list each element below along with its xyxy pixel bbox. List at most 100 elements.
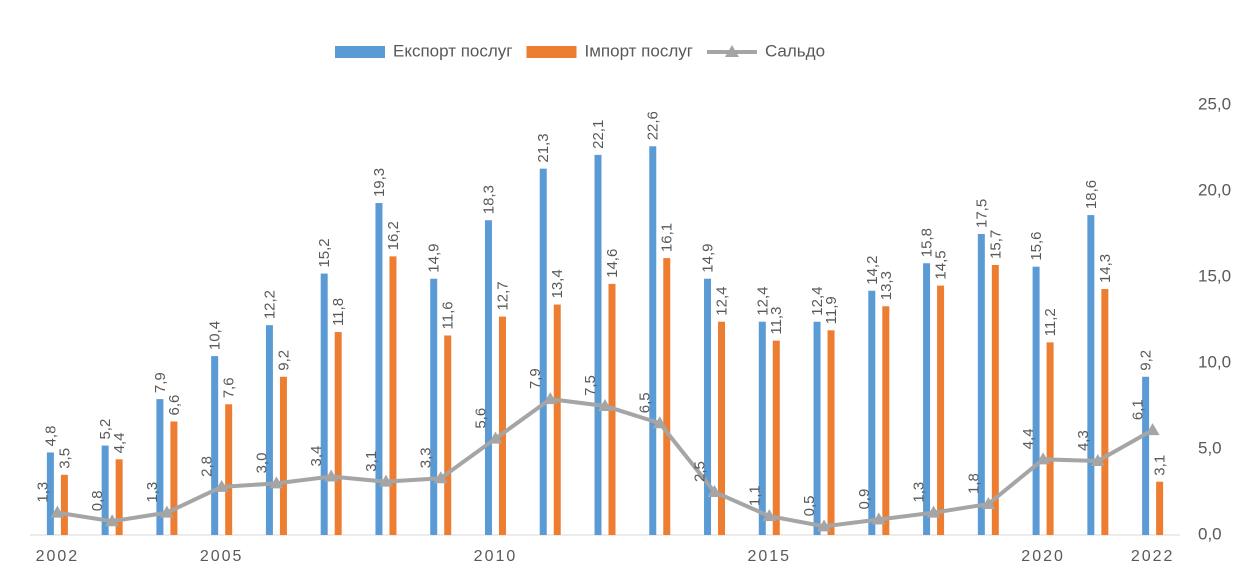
bar [484, 220, 492, 536]
marker [105, 514, 120, 527]
value-label: 12,4 [713, 287, 730, 316]
bar [923, 263, 931, 535]
bar [594, 154, 602, 535]
value-label: 0,8 [89, 490, 106, 511]
value-label: 18,3 [480, 185, 497, 214]
bar [663, 258, 671, 535]
value-label: 13,3 [878, 271, 895, 300]
bar [868, 290, 876, 535]
value-label: 12,2 [261, 290, 278, 319]
value-label: 12,4 [754, 287, 771, 316]
marker [598, 399, 612, 411]
value-label: 11,6 [440, 301, 457, 329]
bar [46, 452, 54, 535]
value-label: 13,4 [549, 269, 566, 298]
value-label: 3,4 [308, 446, 325, 467]
value-label: 3,5 [56, 448, 73, 469]
marker [1090, 454, 1105, 467]
value-label: 21,3 [535, 133, 552, 162]
x-tick-label: 2022 [1131, 548, 1175, 565]
legend: Експорт послуг Імпорт послуг Сальдо [335, 41, 825, 60]
marker [324, 469, 339, 482]
marker [433, 471, 448, 484]
value-label: 4,3 [1075, 430, 1092, 451]
bar [265, 325, 273, 535]
marker [1145, 423, 1160, 436]
value-label: 14,3 [1097, 254, 1114, 283]
bar [813, 321, 821, 535]
value-label: 7,6 [221, 377, 238, 398]
bar [334, 332, 342, 535]
bar [279, 376, 287, 535]
bar [553, 304, 561, 535]
bar [827, 330, 835, 535]
bar [60, 474, 68, 535]
y-tick-label: 20,0 [1198, 180, 1231, 199]
value-label: 15,2 [316, 238, 333, 267]
bar [977, 234, 985, 535]
x-tick-label: 2010 [474, 548, 518, 565]
value-label: 3,1 [363, 451, 380, 472]
value-label: 12,7 [494, 281, 511, 310]
marker [817, 519, 832, 532]
y-tick-label: 0,0 [1198, 524, 1222, 543]
value-label: 3,1 [1152, 455, 1169, 476]
value-label: 3,0 [253, 453, 270, 474]
marker [543, 392, 558, 405]
value-label: 7,9 [527, 368, 544, 389]
bar [1087, 215, 1095, 535]
value-label: 4,8 [42, 426, 59, 447]
value-label: 22,6 [645, 111, 662, 140]
value-label: 11,3 [768, 307, 785, 335]
marker [269, 476, 284, 489]
value-label: 11,2 [1042, 308, 1059, 336]
value-label: 14,9 [426, 244, 443, 273]
value-label: 4,4 [1020, 428, 1037, 449]
bar [430, 278, 438, 535]
value-label: 0,9 [856, 489, 873, 510]
bar [539, 168, 547, 535]
value-label: 22,1 [590, 120, 607, 149]
value-label: 18,6 [1083, 180, 1100, 209]
legend-swatch [335, 46, 385, 58]
bar [115, 459, 123, 535]
legend-label: Експорт послуг [393, 41, 513, 60]
bar [882, 306, 890, 535]
value-label: 14,2 [864, 256, 881, 285]
bar [389, 256, 397, 535]
bar [375, 203, 383, 536]
value-label: 9,2 [1138, 350, 1155, 371]
value-label: 16,1 [659, 223, 676, 252]
marker [378, 474, 393, 487]
value-label: 12,4 [809, 287, 826, 316]
value-label: 16,2 [385, 221, 402, 250]
marker [214, 479, 229, 492]
bar [718, 321, 726, 535]
marker [1036, 452, 1051, 465]
y-tick-label: 5,0 [1198, 438, 1222, 457]
x-tick-label: 2005 [200, 548, 244, 565]
value-label: 7,9 [152, 372, 169, 393]
bar [225, 404, 233, 535]
bar [1156, 481, 1164, 535]
bar [991, 264, 999, 535]
value-label: 11,9 [823, 296, 840, 324]
marker [762, 509, 777, 522]
y-tick-label: 25,0 [1198, 94, 1231, 113]
x-tick-label: 2020 [1021, 548, 1065, 565]
value-label: 15,6 [1028, 231, 1045, 260]
bar [758, 321, 766, 535]
bar [320, 273, 328, 535]
bar [1046, 342, 1054, 535]
bar [498, 316, 506, 535]
legend-swatch [724, 45, 739, 57]
bar [1142, 376, 1150, 535]
bar [649, 146, 657, 535]
value-label: 1,1 [746, 485, 763, 506]
bar [1101, 289, 1109, 535]
legend-label: Імпорт послуг [585, 41, 693, 60]
value-label: 17,5 [973, 199, 990, 228]
value-label: 15,7 [987, 230, 1004, 259]
value-label: 5,6 [472, 408, 489, 429]
value-label: 14,5 [933, 250, 950, 279]
